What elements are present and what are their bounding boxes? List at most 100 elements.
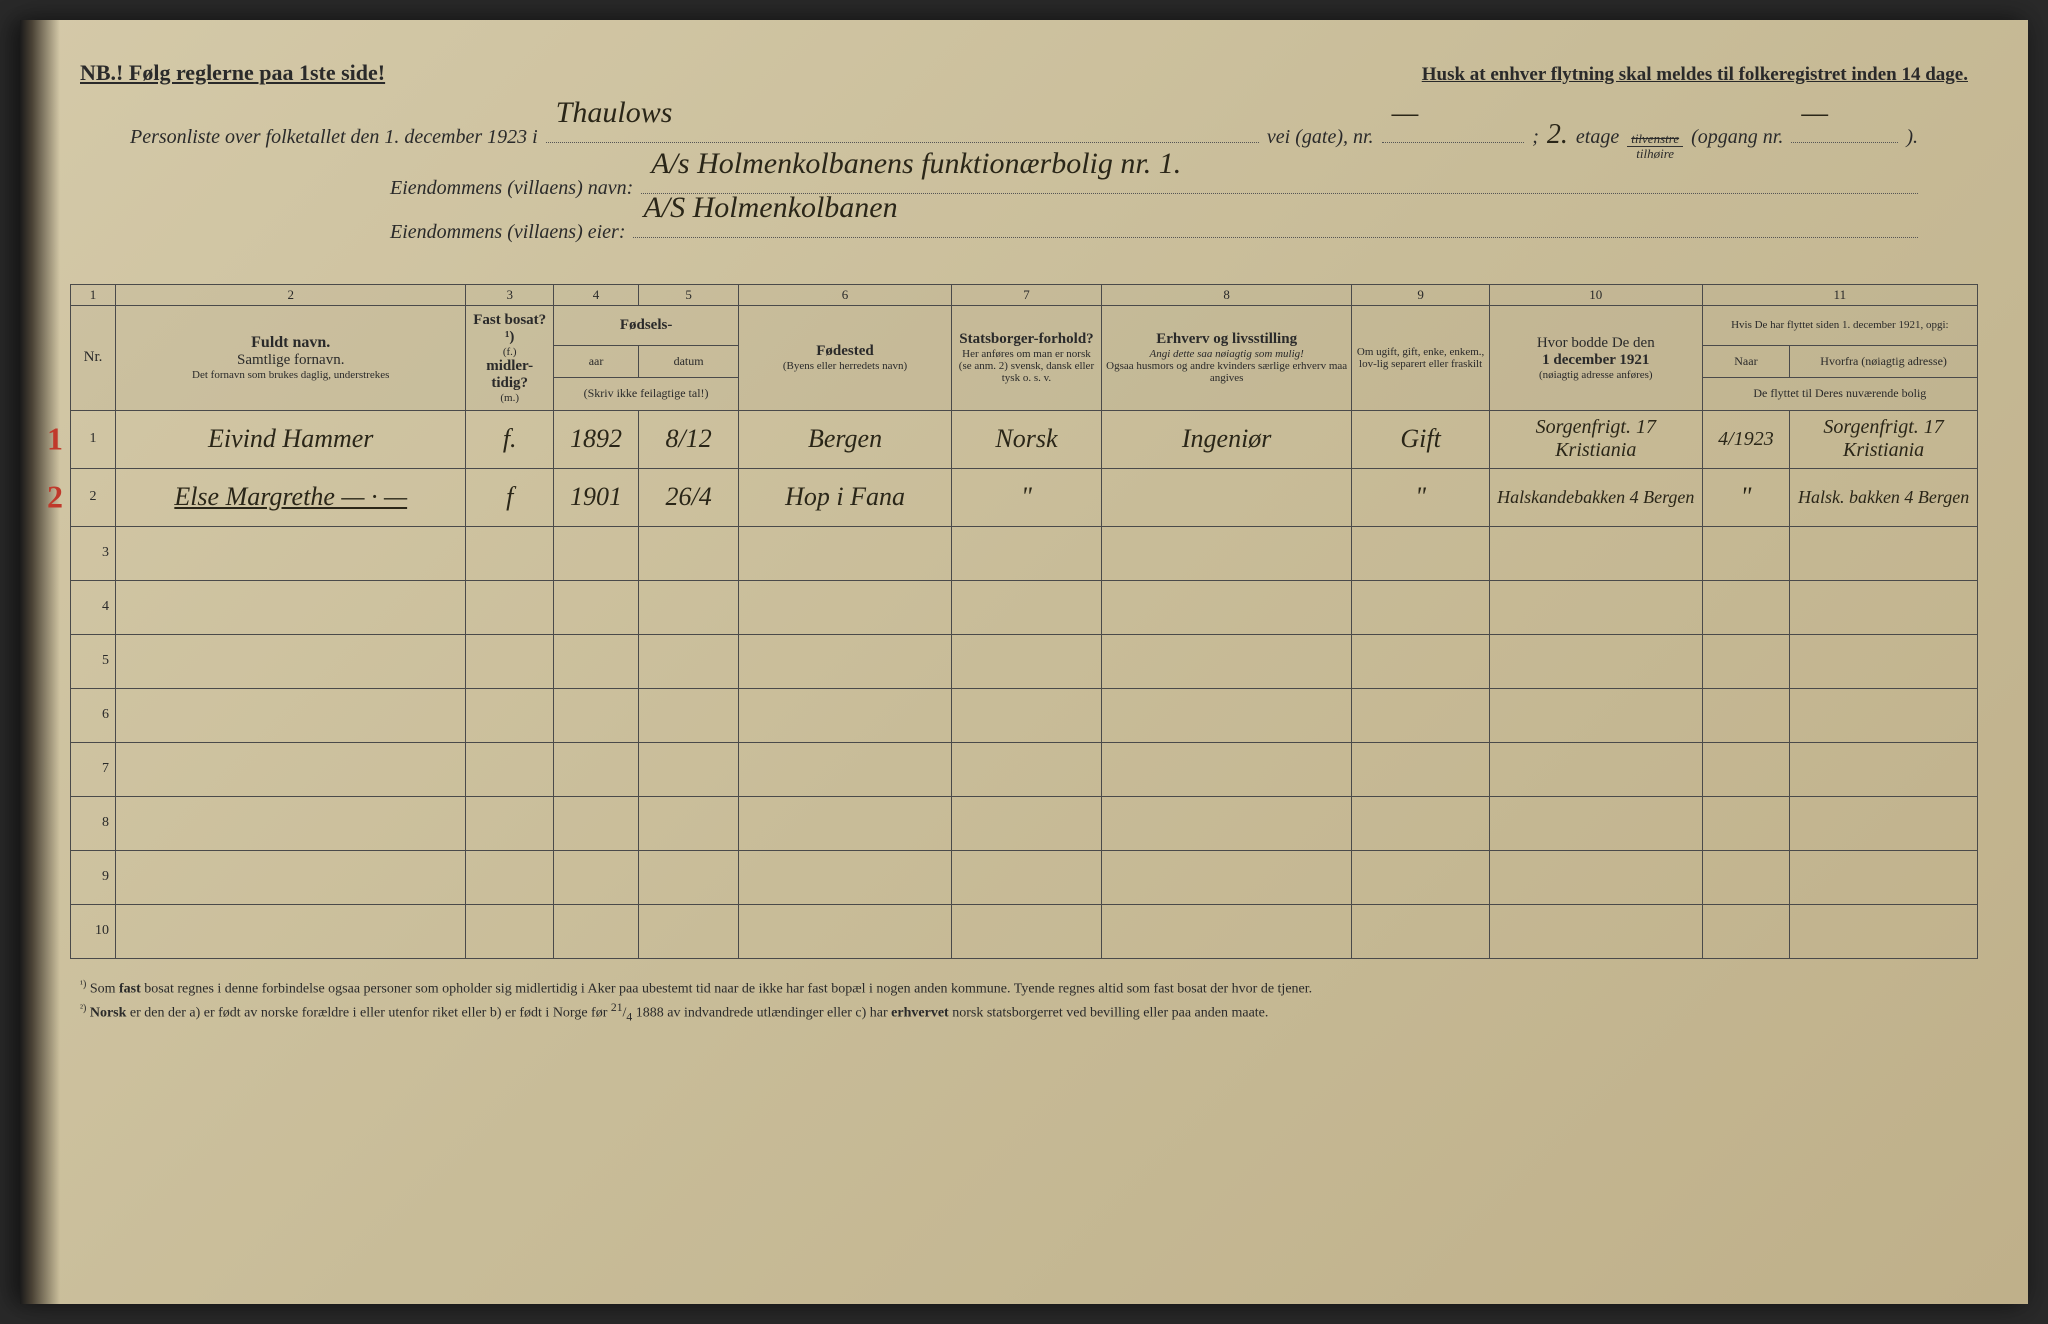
table-row: 9	[71, 850, 1978, 904]
col-fast-bosat: Fast bosat? ¹) (f.) midler-tidig? (m.)	[466, 305, 554, 410]
fast-bosat-mid: midler-tidig?	[486, 358, 533, 391]
table-head: 1 2 3 4 5 6 7 8 9 10 11 Nr. Fuldt navn. …	[71, 284, 1978, 410]
red-mark: 2	[47, 479, 63, 516]
table-row: 10	[71, 904, 1978, 958]
name-hw: Else Margrethe — · —	[174, 482, 407, 511]
erhverv-hw: Ingeniør	[1182, 424, 1272, 453]
bosat-hw: f	[506, 482, 513, 511]
table-row: 1 1 Eivind Hammer f. 1892 8/12 Bergen No…	[71, 410, 1978, 468]
top-notes-row: NB.! Følg reglerne paa 1ste side! Husk a…	[70, 60, 1978, 86]
row-nr: 3	[71, 526, 116, 580]
printed-nr: 2	[90, 489, 97, 504]
colnum-4: 4	[553, 284, 638, 305]
hvor-bodde-sub: (nøiagtig adresse anføres)	[1494, 369, 1698, 381]
colnum-11: 11	[1702, 284, 1977, 305]
cell-stats: "	[951, 468, 1101, 526]
table-row: 6	[71, 688, 1978, 742]
row-nr: 1 1	[71, 410, 116, 468]
opgang-handwritten: —	[1801, 80, 1828, 146]
fuldt-navn-title: Fuldt navn.	[120, 334, 461, 352]
fodested-title: Fødested	[816, 343, 874, 359]
etage-handwritten: 2.	[1547, 104, 1568, 166]
fodested-sub: (Byens eller herredets navn)	[743, 360, 947, 372]
name-hw: Eivind Hammer	[208, 424, 373, 453]
colnum-3: 3	[466, 284, 554, 305]
hvorfra-hw: Sorgenfrigt. 17 Kristiania	[1823, 416, 1943, 461]
sivil-hw: "	[1415, 482, 1426, 511]
husk-note: Husk at enhver flytning skal meldes til …	[1422, 64, 1968, 86]
tilhoire-label: tilhøire	[1627, 147, 1683, 161]
cell-erhverv	[1102, 468, 1352, 526]
colnum-6: 6	[739, 284, 952, 305]
table-row: 4	[71, 580, 1978, 634]
bodde1921-hw: Sorgenfrigt. 17 Kristiania	[1536, 416, 1656, 461]
fodested-hw: Hop i Fana	[785, 482, 905, 511]
col-erhverv: Erhverv og livsstilling Angi dette saa n…	[1102, 305, 1352, 410]
vei-gate-label: vei (gate), nr.	[1267, 115, 1374, 159]
row-nr: 8	[71, 796, 116, 850]
row-nr: 10	[71, 904, 116, 958]
naar-hw: 4/1923	[1718, 428, 1774, 450]
cell-erhverv: Ingeniør	[1102, 410, 1352, 468]
fuldt-navn-sub1: Samtlige fornavn.	[120, 352, 461, 369]
col-fodsels: Fødsels-	[553, 305, 738, 345]
statsborger-sub: Her anføres om man er norsk (se anm. 2) …	[956, 348, 1097, 384]
cell-datum: 8/12	[639, 410, 739, 468]
cell-fodested: Hop i Fana	[739, 468, 952, 526]
red-mark: 1	[47, 421, 63, 458]
nb-note: NB.! Følg reglerne paa 1ste side!	[80, 60, 385, 86]
row-nr: 7	[71, 742, 116, 796]
stats-hw: "	[1021, 482, 1032, 511]
row-nr: 6	[71, 688, 116, 742]
cell-name: Eivind Hammer	[116, 410, 466, 468]
table-row: 8	[71, 796, 1978, 850]
colnum-10: 10	[1489, 284, 1702, 305]
aar-hw: 1901	[570, 482, 622, 511]
cell-aar: 1901	[553, 468, 638, 526]
fodsels-title: Fødsels-	[620, 317, 673, 333]
cell-naar: "	[1702, 468, 1790, 526]
fuldt-navn-sub2: Det fornavn som brukes daglig, understre…	[120, 369, 461, 381]
bosat-hw: f.	[503, 424, 517, 453]
nr-handwritten: —	[1392, 80, 1419, 146]
cell-name: Else Margrethe — · —	[116, 468, 466, 526]
column-numbers-row: 1 2 3 4 5 6 7 8 9 10 11	[71, 284, 1978, 305]
header-row-1: Nr. Fuldt navn. Samtlige fornavn. Det fo…	[71, 305, 1978, 345]
statsborger-title: Statsborger-forhold?	[959, 331, 1093, 347]
colnum-5: 5	[639, 284, 739, 305]
footnote-1-sup: ¹)	[80, 979, 86, 990]
erhverv-sub1: Angi dette saa nøiagtig som mulig!	[1106, 348, 1347, 360]
bodde1921-hw: Halskandebakken 4 Bergen	[1497, 487, 1694, 507]
census-table: 1 2 3 4 5 6 7 8 9 10 11 Nr. Fuldt navn. …	[70, 284, 1978, 959]
line1-prefix: Personliste over folketallet den 1. dece…	[130, 115, 538, 159]
table-row: 2 2 Else Margrethe — · — f 1901 26/4 Hop…	[71, 468, 1978, 526]
col-hvorfra: Hvorfra (nøiagtig adresse)	[1790, 345, 1978, 377]
col-hvor-bodde: Hvor bodde De den1 december 1921 (nøiagt…	[1489, 305, 1702, 410]
header-line-2: Eiendommens (villaens) navn: A/s Holmenk…	[130, 166, 1918, 210]
cell-naar: 4/1923	[1702, 410, 1790, 468]
erhverv-sub2: Ogsaa husmors og andre kvinders særlige …	[1106, 360, 1347, 384]
aar-hw: 1892	[570, 424, 622, 453]
colnum-2: 2	[116, 284, 466, 305]
printed-nr: 1	[90, 431, 97, 446]
footnote-1: ¹) Som fast bosat regnes i denne forbind…	[80, 977, 1968, 1000]
cell-aar: 1892	[553, 410, 638, 468]
row-nr: 9	[71, 850, 116, 904]
row-nr: 2 2	[71, 468, 116, 526]
colnum-9: 9	[1352, 284, 1490, 305]
stats-hw: Norsk	[995, 424, 1057, 453]
col-datum: datum	[639, 345, 739, 377]
owner-handwritten: A/S Holmenkolbanen	[643, 175, 897, 241]
header-block: Personliste over folketallet den 1. dece…	[70, 104, 1978, 274]
footnote-2: ²) Norsk er den der a) er født av norske…	[80, 999, 1968, 1026]
etage-label: etage	[1576, 115, 1619, 159]
colnum-7: 7	[951, 284, 1101, 305]
sivil-hw: Gift	[1400, 424, 1440, 453]
cell-fodested: Bergen	[739, 410, 952, 468]
cell-sivil: Gift	[1352, 410, 1490, 468]
col-statsborger: Statsborger-forhold? Her anføres om man …	[951, 305, 1101, 410]
cell-sivil: "	[1352, 468, 1490, 526]
header-line-3: Eiendommens (villaens) eier: A/S Holmenk…	[130, 210, 1918, 254]
cell-hvorfra: Halsk. bakken 4 Bergen	[1790, 468, 1978, 526]
cell-bodde1921: Halskandebakken 4 Bergen	[1489, 468, 1702, 526]
